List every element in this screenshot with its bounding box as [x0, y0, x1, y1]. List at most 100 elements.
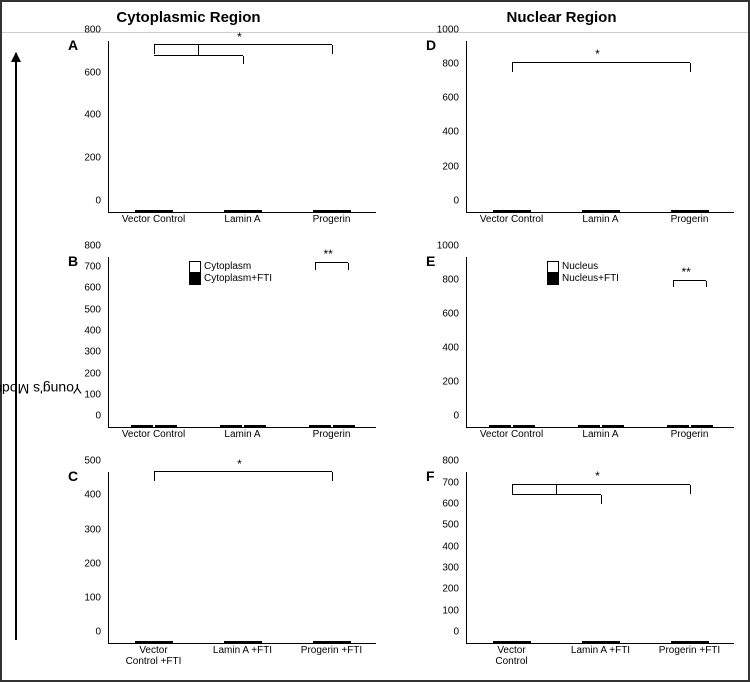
sig-line: [512, 62, 690, 63]
ytick: 400: [71, 110, 101, 121]
legend-item: Nucleus: [547, 261, 619, 273]
bar: [135, 210, 173, 212]
legend-item: Cytoplasm+FTI: [189, 273, 272, 285]
content: Young's Modulus (Pa) A0200400600800Vecto…: [2, 33, 748, 680]
columns: A0200400600800Vector ControlLamin AProge…: [32, 33, 748, 680]
chart: 0100200300400500Vector Control +FTILamin…: [108, 472, 376, 644]
xtick: Lamin A: [556, 214, 645, 225]
ytick: 500: [71, 456, 101, 467]
sig-label: *: [595, 469, 600, 483]
bar: [582, 641, 620, 643]
sig-line: [154, 472, 155, 481]
sig-line: [673, 281, 674, 288]
column-left: A0200400600800Vector ControlLamin AProge…: [32, 33, 390, 680]
legend-label: Cytoplasm: [204, 261, 251, 273]
yticks: 02004006008001000: [433, 257, 463, 428]
bar: [244, 425, 266, 427]
ytick: 200: [71, 368, 101, 379]
xticks: Vector ControlLamin AProgerin: [109, 214, 376, 225]
sig-line: [512, 485, 513, 494]
panel-B: B0100200300400500600700800Vector Control…: [32, 249, 390, 465]
sig-line: [348, 263, 349, 270]
sig-label: **: [681, 265, 690, 279]
header-right: Nuclear Region: [375, 9, 748, 26]
bar: [493, 210, 531, 212]
legend: CytoplasmCytoplasm+FTI: [189, 261, 272, 285]
ytick: 400: [429, 541, 459, 552]
xtick: Lamin A: [556, 429, 645, 440]
legend-swatch: [189, 273, 201, 285]
xtick: Vector Control +FTI: [109, 645, 198, 667]
xtick: Progerin +FTI: [645, 645, 734, 667]
chart: 0100200300400500600700800Vector ControlL…: [466, 472, 734, 644]
bar: [333, 425, 355, 427]
ytick: 300: [71, 524, 101, 535]
panel-C: C0100200300400500Vector Control +FTILami…: [32, 464, 390, 680]
ytick: 300: [429, 563, 459, 574]
bar-group: [556, 641, 645, 643]
bar-group: [467, 641, 556, 643]
yticks: 0200400600800: [75, 41, 105, 212]
chart: 02004006008001000Vector ControlLamin APr…: [466, 257, 734, 429]
xticks: Vector ControlLamin A +FTIProgerin +FTI: [467, 645, 734, 667]
ytick: 800: [429, 274, 459, 285]
bar: [671, 641, 709, 643]
sig-label: *: [237, 30, 242, 44]
bar-group: [556, 425, 645, 427]
ytick: 300: [71, 347, 101, 358]
bar-group: [287, 641, 376, 643]
bar: [313, 210, 351, 212]
panel-D: D02004006008001000Vector ControlLamin AP…: [390, 33, 748, 249]
sig-line: [154, 44, 332, 45]
ytick: 0: [71, 627, 101, 638]
bar-group: [109, 210, 198, 212]
sig-line: [332, 472, 333, 481]
xticks: Vector Control +FTILamin A +FTIProgerin …: [109, 645, 376, 667]
sig-line: [315, 262, 347, 263]
bar: [313, 641, 351, 643]
sig-line: [512, 63, 513, 72]
ytick: 400: [71, 490, 101, 501]
bars: [467, 41, 734, 212]
column-right: D02004006008001000Vector ControlLamin AP…: [390, 33, 748, 680]
xticks: Vector ControlLamin AProgerin: [467, 214, 734, 225]
legend-swatch: [547, 273, 559, 285]
yticks: 02004006008001000: [433, 41, 463, 212]
yticks: 0100200300400500600700800: [433, 472, 463, 643]
xtick: Progerin: [645, 429, 734, 440]
legend-label: Cytoplasm+FTI: [204, 273, 272, 285]
sig-line: [198, 45, 199, 55]
sig-line: [243, 56, 244, 65]
bar: [671, 210, 709, 212]
ytick: 700: [71, 262, 101, 273]
ytick: 500: [71, 304, 101, 315]
legend: NucleusNucleus+FTI: [547, 261, 619, 285]
ytick: 200: [71, 153, 101, 164]
xtick: Lamin A: [198, 214, 287, 225]
ytick: 0: [429, 627, 459, 638]
sig-line: [690, 63, 691, 72]
bar: [582, 210, 620, 212]
bar: [220, 425, 242, 427]
ytick: 600: [429, 308, 459, 319]
xticks: Vector ControlLamin AProgerin: [109, 429, 376, 440]
bar: [135, 641, 173, 643]
bar-group: [198, 425, 287, 427]
ytick: 800: [71, 240, 101, 251]
bar: [309, 425, 331, 427]
ytick: 0: [71, 411, 101, 422]
bar: [224, 641, 262, 643]
bar: [493, 641, 531, 643]
ytick: 600: [71, 283, 101, 294]
header-row: Cytoplasmic Region Nuclear Region: [2, 2, 748, 33]
xticks: Vector ControlLamin AProgerin: [467, 429, 734, 440]
ytick: 400: [71, 326, 101, 337]
bar: [131, 425, 153, 427]
bar: [489, 425, 511, 427]
bar-group: [109, 641, 198, 643]
ytick: 500: [429, 520, 459, 531]
xtick: Progerin: [645, 214, 734, 225]
sig-label: *: [237, 457, 242, 471]
bar: [224, 210, 262, 212]
sig-line: [673, 280, 705, 281]
